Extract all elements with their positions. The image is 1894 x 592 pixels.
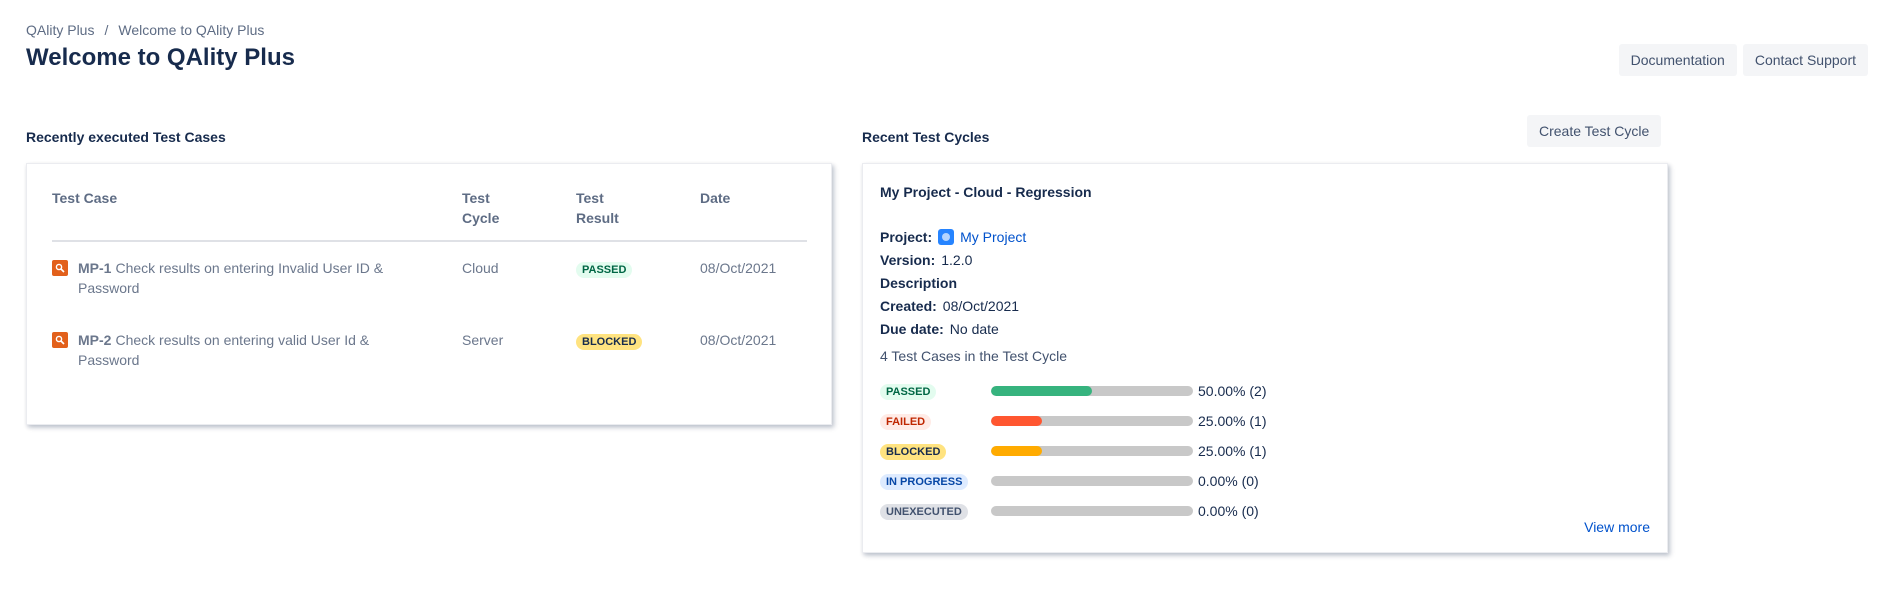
version-value: 1.2.0 [941, 252, 973, 268]
due-date-label: Due date: [880, 321, 944, 337]
header-date: Date [700, 188, 807, 242]
progress-bar-fill [991, 386, 1092, 396]
status-badge: FAILED [880, 414, 932, 430]
breadcrumb-root-link[interactable]: QAlity Plus [26, 22, 95, 38]
stat-row-failed: FAILED 25.00% (1) [880, 406, 1266, 436]
table-row: MP-1 Check results on entering Invalid Us… [52, 241, 807, 314]
version-row: Version: 1.2.0 [880, 249, 1026, 272]
progress-bar [991, 446, 1193, 456]
cell-test-result: BLOCKED [576, 314, 700, 386]
stat-value: 25.00% (1) [1198, 443, 1267, 459]
header-test-result-label: Test Result [576, 190, 619, 226]
table-header-row: Test Case Test Cycle Test Result Date [52, 188, 807, 242]
breadcrumb: QAlity Plus / Welcome to QAlity Plus [26, 22, 264, 38]
cell-test-result: PASSED [576, 241, 700, 314]
project-link[interactable]: My Project [960, 229, 1027, 245]
cycle-name[interactable]: My Project - Cloud - Regression [880, 184, 1092, 200]
stat-value: 0.00% (0) [1198, 473, 1259, 489]
created-row: Created: 08/Oct/2021 [880, 295, 1026, 318]
recent-cycles-title: Recent Test Cycles [862, 129, 990, 145]
test-case-summary: Check results on entering Invalid User I… [78, 260, 384, 296]
progress-bar-fill [991, 446, 1042, 456]
stat-value: 50.00% (2) [1198, 383, 1267, 399]
progress-bar-fill [991, 416, 1042, 426]
progress-bar [991, 506, 1193, 516]
cell-test-cycle: Cloud [462, 260, 499, 276]
cases-count: 4 Test Cases in the Test Cycle [880, 348, 1068, 364]
cycle-meta: Project: My Project Version: 1.2.0 Descrip… [880, 226, 1026, 341]
created-value: 08/Oct/2021 [942, 298, 1020, 314]
stat-value: 0.00% (0) [1198, 503, 1259, 519]
test-case-icon [52, 332, 68, 348]
cycle-stats: PASSED 50.00% (2) FAILED 25.00% (1) BLOC… [880, 376, 1266, 526]
cell-test-cycle: Server [462, 332, 504, 348]
cell-test-case: MP-2 Check results on entering valid User… [52, 314, 462, 386]
view-more-link[interactable]: View more [1584, 519, 1650, 535]
header-test-result: Test Result [576, 188, 700, 242]
top-actions: Documentation Contact Support [1618, 44, 1868, 76]
stat-row-in-progress: IN PROGRESS 0.00% (0) [880, 466, 1266, 496]
header-test-case: Test Case [52, 188, 462, 242]
project-label: Project: [880, 229, 933, 245]
breadcrumb-separator: / [104, 22, 109, 38]
documentation-button[interactable]: Documentation [1618, 44, 1737, 76]
test-case-summary: Check results on entering valid User Id … [78, 332, 370, 368]
stat-row-passed: PASSED 50.00% (2) [880, 376, 1266, 406]
stat-row-unexecuted: UNEXECUTED 0.00% (0) [880, 496, 1266, 526]
create-test-cycle-button[interactable]: Create Test Cycle [1527, 115, 1662, 147]
cell-date: 08/Oct/2021 [700, 260, 777, 276]
progress-bar [991, 386, 1193, 396]
project-avatar-icon [938, 229, 955, 245]
stat-row-blocked: BLOCKED 25.00% (1) [880, 436, 1266, 466]
status-badge: PASSED [880, 384, 937, 400]
recent-cycle-card: My Project - Cloud - Regression Project:… [862, 163, 1668, 553]
test-case-key: MP-1 [78, 260, 112, 276]
test-case-text: MP-1 Check results on entering Invalid Us… [78, 258, 432, 298]
description-row: Description [880, 272, 1026, 295]
status-badge: UNEXECUTED [880, 504, 968, 520]
test-case-link[interactable]: MP-1 Check results on entering Invalid Us… [52, 258, 462, 298]
test-case-key: MP-2 [78, 332, 112, 348]
status-badge: BLOCKED [880, 444, 947, 460]
stat-value: 25.00% (1) [1198, 413, 1267, 429]
page-title: Welcome to QAlity Plus [26, 44, 295, 71]
header-test-cycle-label: Test Cycle [462, 190, 500, 226]
due-date-row: Due date: No date [880, 318, 1026, 341]
breadcrumb-current-link[interactable]: Welcome to QAlity Plus [118, 22, 265, 38]
header-test-cycle: Test Cycle [462, 188, 576, 242]
test-case-text: MP-2 Check results on entering valid User… [78, 330, 432, 370]
progress-bar [991, 416, 1193, 426]
recent-cases-table: Test Case Test Cycle Test Result Date MP… [52, 188, 807, 386]
table-row: MP-2 Check results on entering valid User… [52, 314, 807, 386]
cell-date: 08/Oct/2021 [700, 332, 777, 348]
contact-support-button[interactable]: Contact Support [1742, 44, 1868, 76]
progress-bar [991, 476, 1193, 486]
status-badge: PASSED [576, 262, 633, 278]
created-label: Created: [880, 298, 937, 314]
due-date-value: No date [949, 321, 999, 337]
cell-test-case: MP-1 Check results on entering Invalid Us… [52, 241, 462, 314]
version-label: Version: [880, 252, 936, 268]
test-case-link[interactable]: MP-2 Check results on entering valid User… [52, 330, 462, 370]
project-row: Project: My Project [880, 226, 1026, 249]
status-badge: IN PROGRESS [880, 474, 969, 490]
description-label: Description [880, 275, 958, 291]
recent-cases-title: Recently executed Test Cases [26, 129, 226, 145]
test-case-icon [52, 260, 68, 276]
recent-cases-card: Test Case Test Cycle Test Result Date MP… [26, 163, 832, 425]
status-badge: BLOCKED [576, 334, 643, 350]
